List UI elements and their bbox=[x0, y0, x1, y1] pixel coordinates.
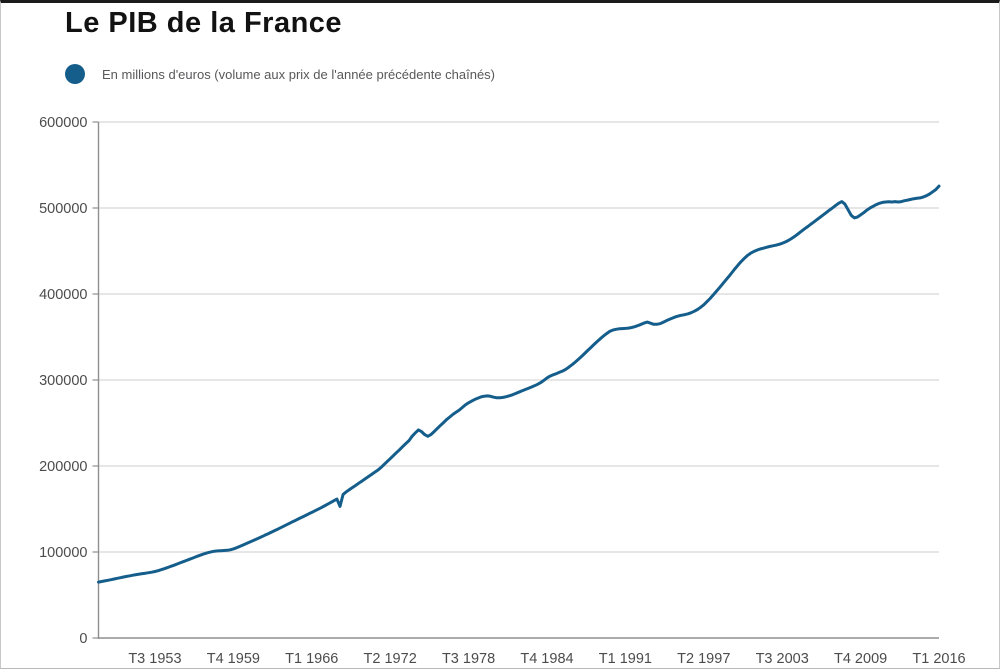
legend-label: En millions d'euros (volume aux prix de … bbox=[102, 66, 496, 82]
x-tick-label: T3 1953 bbox=[128, 651, 181, 667]
gdp-line bbox=[97, 184, 941, 584]
y-tick-label: 200000 bbox=[39, 459, 87, 475]
x-tick-label: T1 2016 bbox=[912, 651, 965, 667]
x-tick-label: T2 1972 bbox=[364, 651, 417, 667]
x-tick-label: T2 1997 bbox=[677, 651, 730, 667]
x-tick-label: T4 1984 bbox=[520, 651, 573, 667]
x-tick-label: T1 1991 bbox=[599, 651, 652, 667]
y-tick-label: 0 bbox=[79, 631, 87, 647]
x-tick-label: T3 2003 bbox=[756, 651, 809, 667]
y-tick-label: 300000 bbox=[39, 373, 87, 389]
x-tick-label: T3 1978 bbox=[442, 651, 495, 667]
x-tick-label: T4 2009 bbox=[834, 651, 887, 667]
y-tick-label: 400000 bbox=[39, 287, 87, 303]
y-tick-label: 500000 bbox=[39, 201, 87, 217]
legend-marker-icon bbox=[65, 64, 85, 84]
chart-title: Le PIB de la France bbox=[65, 7, 343, 39]
legend: En millions d'euros (volume aux prix de … bbox=[65, 63, 495, 85]
gdp-line-chart: 0 100000 200000 300000 400000 500000 600000 T3 … bbox=[39, 115, 966, 667]
y-tick-label: 100000 bbox=[39, 545, 87, 561]
y-tick-label: 600000 bbox=[39, 115, 87, 131]
x-tick-label: T4 1959 bbox=[207, 651, 260, 667]
x-tick-label: T1 1966 bbox=[285, 651, 338, 667]
